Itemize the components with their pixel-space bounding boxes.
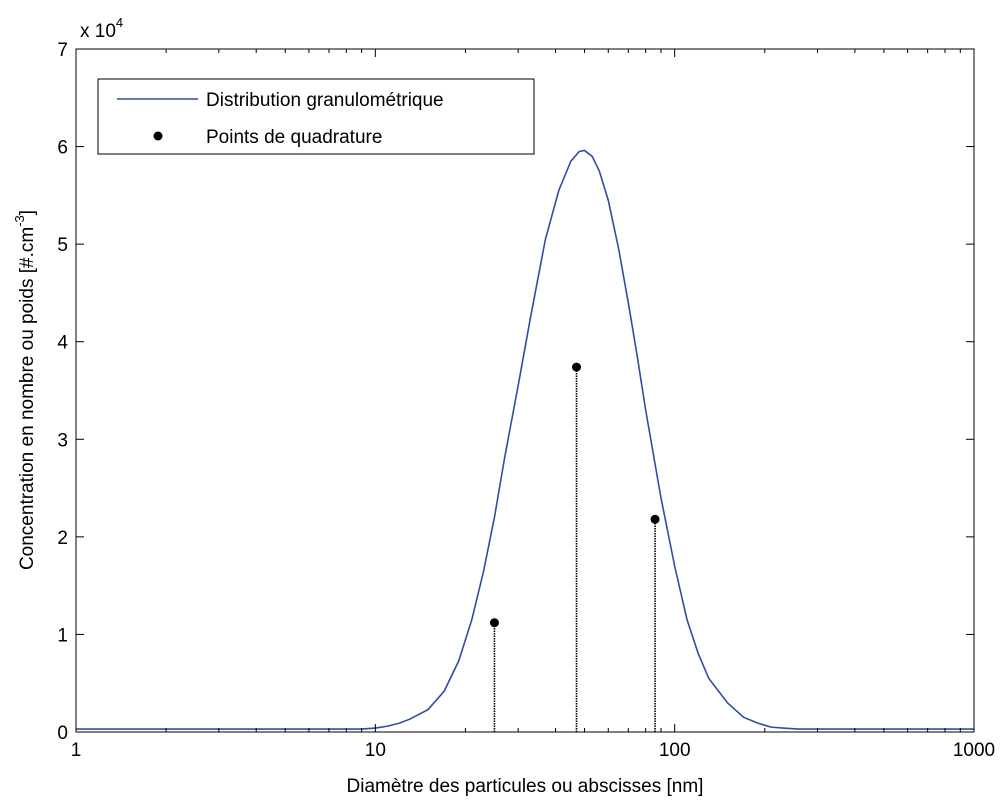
y-tick-label: 0 — [57, 723, 68, 744]
plot-frame — [75, 48, 975, 733]
plot-marks — [76, 149, 974, 732]
x-axis-label: Diamètre des particules ou abscisses [nm… — [347, 776, 704, 797]
x-axis: 1 10 100 1000 — [71, 49, 995, 761]
legend-dot-swatch — [153, 131, 163, 141]
y-axis: 0 1 2 3 4 5 6 7 — [57, 40, 974, 744]
legend-label-quadrature: Points de quadrature — [206, 127, 382, 148]
x-tick-label: 100 — [659, 740, 691, 761]
legend: Distribution granulométrique Points de q… — [97, 78, 535, 155]
y-axis-label: Concentration en nombre ou poids [#.cm-3… — [12, 210, 38, 570]
y-multiplier: x 104 — [80, 15, 123, 42]
y-tick-label: 2 — [57, 528, 68, 549]
legend-box — [97, 78, 535, 155]
x-tick-label: 1 — [71, 740, 82, 761]
y-tick-label: 6 — [57, 138, 68, 159]
legend-label-distribution: Distribution granulométrique — [206, 90, 444, 111]
y-axis-label-exponent: -3 — [12, 215, 27, 227]
quadrature-point — [489, 618, 499, 628]
plot-background — [76, 49, 974, 732]
x-tick-label: 10 — [365, 740, 386, 761]
y-tick-label: 4 — [57, 333, 68, 354]
y-multiplier-exponent: 4 — [116, 15, 123, 30]
quadrature-point — [650, 514, 660, 524]
x-tick-label: 1000 — [953, 740, 995, 761]
y-tick-label: 3 — [57, 430, 68, 451]
y-tick-label: 7 — [57, 40, 68, 61]
distribution-curve — [76, 149, 974, 730]
y-tick-label: 1 — [57, 625, 68, 646]
y-tick-label: 5 — [57, 235, 68, 256]
quadrature-point — [572, 362, 582, 372]
